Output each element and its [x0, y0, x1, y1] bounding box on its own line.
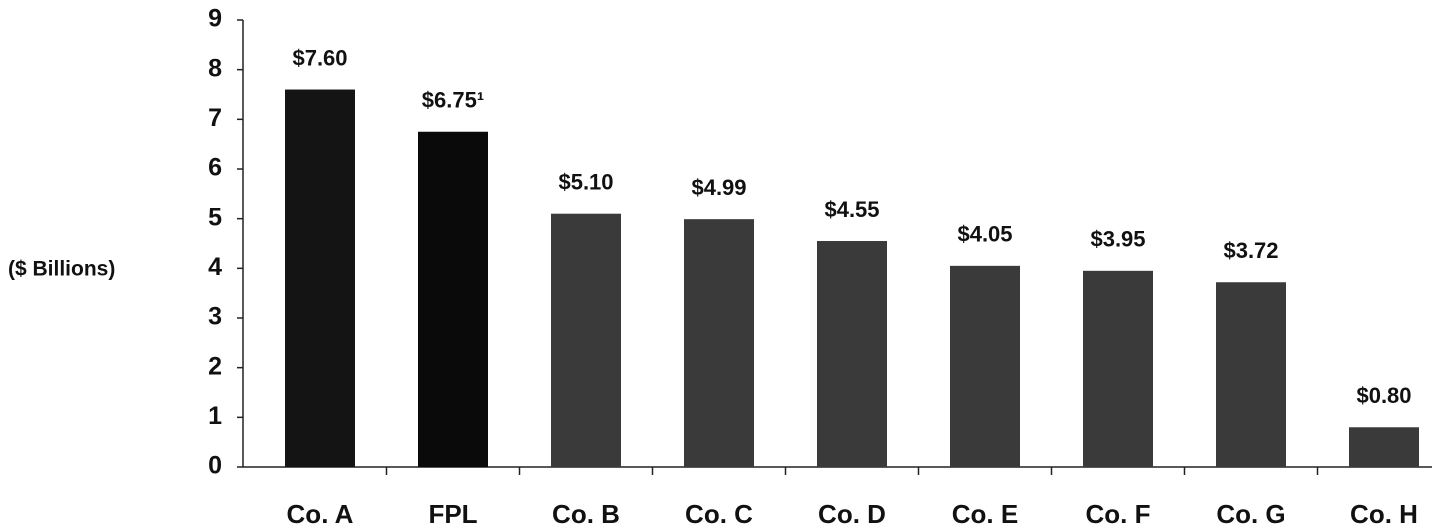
y-tick-label: 7	[208, 104, 222, 132]
y-tick-label: 0	[208, 452, 222, 480]
x-tick-label: Co. C	[685, 499, 753, 529]
bar	[684, 219, 754, 467]
value-label: $4.99	[691, 175, 746, 200]
y-tick-label: 3	[208, 303, 222, 331]
x-tick-label: FPL	[428, 499, 477, 529]
y-tick-label: 1	[208, 402, 222, 430]
y-tick-label: 9	[208, 5, 222, 33]
x-tick-label: Co. H	[1350, 499, 1418, 529]
y-axis-label: ($ Billions)	[8, 258, 115, 281]
value-label: $0.80	[1356, 383, 1411, 408]
bar	[1216, 282, 1286, 467]
bar	[418, 131, 488, 467]
x-tick-label: Co. B	[552, 499, 620, 529]
bar	[1349, 427, 1419, 467]
value-label: $5.10	[558, 170, 613, 195]
value-label: $4.05	[957, 222, 1012, 247]
value-label: $4.55	[824, 197, 879, 222]
value-label: $7.60	[292, 45, 347, 70]
y-tick-label: 4	[208, 253, 222, 281]
x-tick-label: Co. A	[287, 499, 354, 529]
y-tick-label: 2	[208, 352, 222, 380]
value-label: $3.95	[1090, 227, 1145, 252]
value-label: $6.75¹	[422, 88, 484, 113]
x-tick-label: Co. G	[1216, 499, 1285, 529]
bar	[551, 213, 621, 467]
bar	[950, 265, 1020, 467]
value-label: $3.72	[1223, 238, 1278, 263]
x-tick-label: Co. F	[1086, 499, 1151, 529]
x-tick-label: Co. D	[818, 499, 886, 529]
bar	[285, 89, 355, 468]
y-tick-label: 6	[208, 154, 222, 182]
x-tick-label: Co. E	[952, 499, 1018, 529]
bar	[817, 241, 887, 467]
bar	[1083, 270, 1153, 467]
y-tick-label: 5	[208, 203, 222, 231]
y-tick-label: 8	[208, 54, 222, 82]
